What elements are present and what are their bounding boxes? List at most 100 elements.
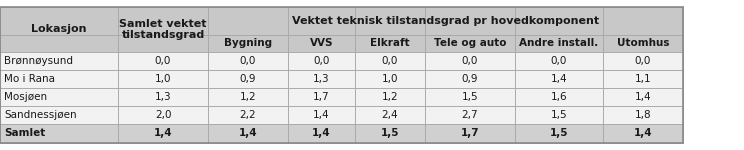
Bar — [208, 124, 288, 143]
Bar — [355, 7, 425, 35]
Bar — [425, 52, 515, 70]
Bar — [208, 124, 288, 143]
Bar — [288, 124, 355, 143]
Bar — [603, 124, 683, 143]
Bar — [425, 106, 515, 124]
Text: 0,0: 0,0 — [240, 56, 256, 66]
Bar — [355, 52, 425, 70]
Text: 0,0: 0,0 — [462, 56, 478, 66]
Bar — [425, 88, 515, 106]
Bar — [515, 106, 603, 124]
Bar — [0, 124, 118, 143]
Bar — [603, 70, 683, 88]
Bar — [118, 106, 208, 124]
Bar — [208, 106, 288, 124]
Bar — [425, 52, 515, 70]
Bar — [0, 106, 118, 124]
Bar — [355, 106, 425, 124]
Bar — [603, 52, 683, 70]
Text: 2,4: 2,4 — [382, 110, 398, 120]
Bar — [355, 88, 425, 106]
Bar — [208, 106, 288, 124]
Bar — [515, 124, 603, 143]
Bar — [515, 35, 603, 52]
Bar — [0, 88, 118, 106]
Text: Samlet: Samlet — [4, 129, 45, 138]
Bar — [118, 7, 208, 52]
Text: 1,6: 1,6 — [551, 92, 568, 102]
Bar — [0, 70, 118, 88]
Bar — [288, 35, 355, 52]
Text: 0,9: 0,9 — [462, 74, 478, 84]
Text: Bygning: Bygning — [224, 39, 272, 48]
Text: 1,4: 1,4 — [634, 129, 652, 138]
Bar — [208, 7, 683, 35]
Text: 1,7: 1,7 — [461, 129, 479, 138]
Bar — [288, 106, 355, 124]
Bar — [603, 106, 683, 124]
Text: Sandnessjøen: Sandnessjøen — [4, 110, 77, 120]
Text: Andre install.: Andre install. — [519, 39, 599, 48]
Text: 1,5: 1,5 — [462, 92, 478, 102]
Bar — [355, 106, 425, 124]
Bar — [603, 124, 683, 143]
Bar — [118, 124, 208, 143]
Bar — [355, 70, 425, 88]
Bar — [425, 124, 515, 143]
Text: 1,4: 1,4 — [312, 129, 331, 138]
Text: 0,0: 0,0 — [635, 56, 651, 66]
Text: 1,0: 1,0 — [382, 74, 398, 84]
Bar — [288, 52, 355, 70]
Bar — [0, 124, 118, 143]
Bar — [208, 70, 288, 88]
Text: Lokasjon: Lokasjon — [31, 24, 87, 34]
Bar — [515, 52, 603, 70]
Text: 0,9: 0,9 — [240, 74, 256, 84]
Bar — [0, 7, 118, 52]
Bar — [0, 52, 118, 70]
Text: Mosjøen: Mosjøen — [4, 92, 47, 102]
Text: 1,5: 1,5 — [551, 110, 568, 120]
Text: 1,4: 1,4 — [635, 92, 651, 102]
Bar — [0, 106, 118, 124]
Text: 1,1: 1,1 — [635, 74, 651, 84]
Bar — [355, 88, 425, 106]
Bar — [208, 35, 288, 52]
Bar — [603, 35, 683, 52]
Text: Samlet vektet
tilstandsgrad: Samlet vektet tilstandsgrad — [119, 19, 207, 40]
Bar — [355, 124, 425, 143]
Bar — [0, 70, 118, 88]
Bar — [425, 106, 515, 124]
Bar — [603, 7, 683, 35]
Text: 1,7: 1,7 — [313, 92, 330, 102]
Text: Elkraft: Elkraft — [371, 39, 410, 48]
Text: VVS: VVS — [310, 39, 333, 48]
Bar — [425, 35, 515, 52]
Bar — [515, 88, 603, 106]
Bar — [208, 35, 288, 52]
Text: 1,5: 1,5 — [381, 129, 400, 138]
Bar — [425, 70, 515, 88]
Bar — [425, 124, 515, 143]
Bar — [118, 52, 208, 70]
Bar — [118, 88, 208, 106]
Text: 1,2: 1,2 — [382, 92, 398, 102]
Text: 1,5: 1,5 — [550, 129, 568, 138]
Bar — [118, 52, 208, 70]
Text: 0,0: 0,0 — [155, 56, 171, 66]
Bar — [515, 70, 603, 88]
Bar — [603, 52, 683, 70]
Text: 0,0: 0,0 — [382, 56, 398, 66]
Bar — [0, 88, 118, 106]
Bar — [208, 70, 288, 88]
Text: 1,4: 1,4 — [239, 129, 257, 138]
Text: 1,2: 1,2 — [240, 92, 257, 102]
Text: Vektet teknisk tilstandsgrad pr hovedkomponent: Vektet teknisk tilstandsgrad pr hovedkom… — [292, 16, 599, 26]
Bar — [208, 7, 288, 35]
Bar — [515, 52, 603, 70]
Bar — [603, 88, 683, 106]
Bar — [208, 52, 288, 70]
Text: Brønnøysund: Brønnøysund — [4, 56, 73, 66]
Text: 1,4: 1,4 — [313, 110, 330, 120]
Bar — [515, 7, 603, 35]
